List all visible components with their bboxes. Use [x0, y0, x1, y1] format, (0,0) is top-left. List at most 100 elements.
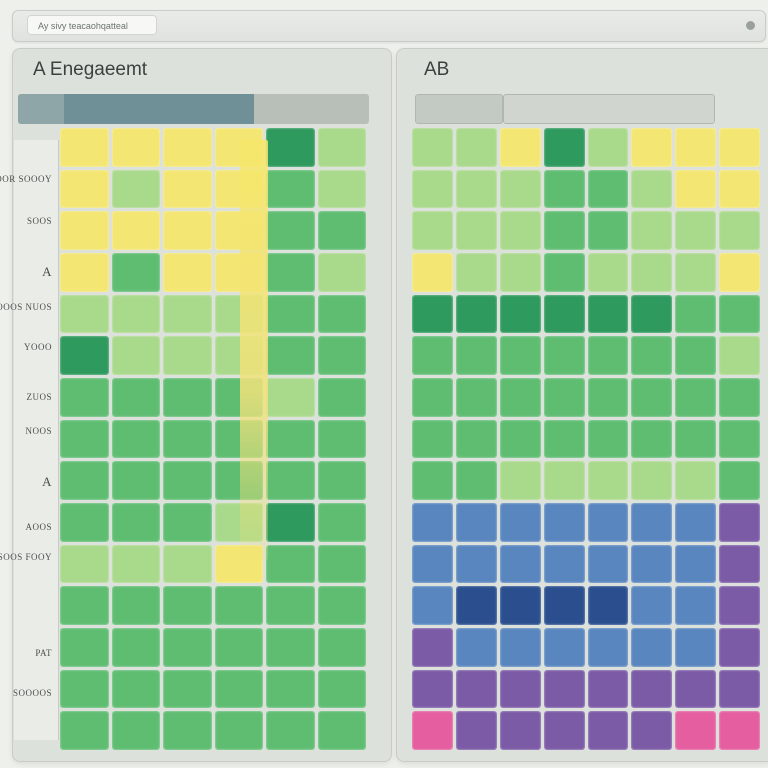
heatmap-cell[interactable] — [317, 336, 366, 375]
heatmap-cell[interactable] — [317, 628, 366, 667]
heatmap-cell[interactable] — [266, 503, 315, 542]
heatmap-cell[interactable] — [317, 586, 366, 625]
heatmap-cell[interactable] — [317, 211, 366, 250]
heatmap-cell[interactable] — [631, 336, 673, 375]
heatmap-cell[interactable] — [412, 211, 453, 250]
heatmap-cell[interactable] — [317, 294, 366, 334]
heatmap-cell[interactable] — [675, 253, 717, 292]
heatmap-cell[interactable] — [675, 461, 717, 500]
heatmap-cell[interactable] — [60, 586, 109, 625]
heatmap-cell[interactable] — [60, 461, 109, 500]
heatmap-cell[interactable] — [675, 711, 717, 750]
heatmap-cell[interactable] — [60, 211, 109, 250]
heatmap-cell[interactable] — [214, 669, 263, 709]
heatmap-cell[interactable] — [675, 586, 717, 625]
heatmap-cell[interactable] — [163, 128, 212, 167]
heatmap-cell[interactable] — [587, 669, 629, 709]
heatmap-cell[interactable] — [543, 669, 585, 709]
heatmap-cell[interactable] — [455, 128, 497, 167]
heatmap-cell[interactable] — [412, 461, 453, 500]
left-header-segment-1[interactable] — [18, 94, 64, 124]
heatmap-cell[interactable] — [631, 294, 673, 334]
heatmap-cell[interactable] — [499, 336, 541, 375]
heatmap-cell[interactable] — [587, 503, 629, 542]
address-field[interactable]: Ay sivy teacaohqatteal — [27, 15, 157, 35]
heatmap-cell[interactable] — [412, 628, 453, 667]
heatmap-cell[interactable] — [412, 378, 453, 417]
heatmap-cell[interactable] — [317, 711, 366, 750]
heatmap-cell[interactable] — [163, 669, 212, 709]
heatmap-cell[interactable] — [631, 586, 673, 625]
heatmap-cell[interactable] — [412, 419, 453, 459]
left-header-segment-2[interactable] — [64, 94, 254, 124]
heatmap-cell[interactable] — [60, 669, 109, 709]
heatmap-cell[interactable] — [214, 503, 263, 542]
heatmap-cell[interactable] — [60, 711, 109, 750]
heatmap-cell[interactable] — [60, 128, 109, 167]
heatmap-cell[interactable] — [317, 128, 366, 167]
heatmap-cell[interactable] — [719, 336, 760, 375]
heatmap-cell[interactable] — [719, 419, 760, 459]
heatmap-cell[interactable] — [455, 336, 497, 375]
heatmap-cell[interactable] — [675, 669, 717, 709]
heatmap-cell[interactable] — [111, 503, 160, 542]
heatmap-cell[interactable] — [317, 544, 366, 584]
heatmap-cell[interactable] — [266, 628, 315, 667]
heatmap-cell[interactable] — [631, 128, 673, 167]
right-header-segment-2[interactable] — [503, 94, 715, 124]
heatmap-cell[interactable] — [719, 461, 760, 500]
heatmap-cell[interactable] — [499, 253, 541, 292]
heatmap-cell[interactable] — [214, 586, 263, 625]
heatmap-cell[interactable] — [111, 586, 160, 625]
heatmap-cell[interactable] — [111, 419, 160, 459]
heatmap-cell[interactable] — [214, 628, 263, 667]
heatmap-cell[interactable] — [675, 503, 717, 542]
heatmap-cell[interactable] — [587, 711, 629, 750]
heatmap-cell[interactable] — [543, 628, 585, 667]
heatmap-cell[interactable] — [111, 253, 160, 292]
heatmap-cell[interactable] — [675, 378, 717, 417]
heatmap-cell[interactable] — [214, 711, 263, 750]
heatmap-cell[interactable] — [163, 294, 212, 334]
heatmap-cell[interactable] — [266, 586, 315, 625]
heatmap-cell[interactable] — [719, 711, 760, 750]
heatmap-cell[interactable] — [631, 253, 673, 292]
heatmap-cell[interactable] — [412, 128, 453, 167]
heatmap-cell[interactable] — [631, 711, 673, 750]
heatmap-cell[interactable] — [214, 419, 263, 459]
heatmap-cell[interactable] — [587, 586, 629, 625]
heatmap-cell[interactable] — [587, 628, 629, 667]
heatmap-cell[interactable] — [719, 169, 760, 209]
heatmap-cell[interactable] — [719, 669, 760, 709]
heatmap-cell[interactable] — [455, 586, 497, 625]
heatmap-cell[interactable] — [543, 419, 585, 459]
heatmap-cell[interactable] — [631, 503, 673, 542]
heatmap-cell[interactable] — [719, 294, 760, 334]
heatmap-cell[interactable] — [266, 169, 315, 209]
heatmap-cell[interactable] — [543, 211, 585, 250]
heatmap-cell[interactable] — [266, 461, 315, 500]
heatmap-cell[interactable] — [214, 211, 263, 250]
heatmap-cell[interactable] — [266, 336, 315, 375]
heatmap-cell[interactable] — [317, 169, 366, 209]
heatmap-cell[interactable] — [214, 461, 263, 500]
heatmap-cell[interactable] — [163, 211, 212, 250]
heatmap-cell[interactable] — [543, 378, 585, 417]
heatmap-cell[interactable] — [499, 378, 541, 417]
heatmap-cell[interactable] — [587, 211, 629, 250]
heatmap-cell[interactable] — [587, 294, 629, 334]
heatmap-cell[interactable] — [111, 169, 160, 209]
heatmap-cell[interactable] — [60, 419, 109, 459]
heatmap-cell[interactable] — [111, 628, 160, 667]
heatmap-cell[interactable] — [675, 128, 717, 167]
heatmap-cell[interactable] — [412, 503, 453, 542]
heatmap-cell[interactable] — [111, 544, 160, 584]
heatmap-cell[interactable] — [543, 544, 585, 584]
heatmap-cell[interactable] — [60, 503, 109, 542]
heatmap-cell[interactable] — [587, 253, 629, 292]
heatmap-cell[interactable] — [499, 628, 541, 667]
heatmap-cell[interactable] — [543, 461, 585, 500]
heatmap-cell[interactable] — [543, 711, 585, 750]
heatmap-cell[interactable] — [675, 419, 717, 459]
heatmap-cell[interactable] — [163, 586, 212, 625]
